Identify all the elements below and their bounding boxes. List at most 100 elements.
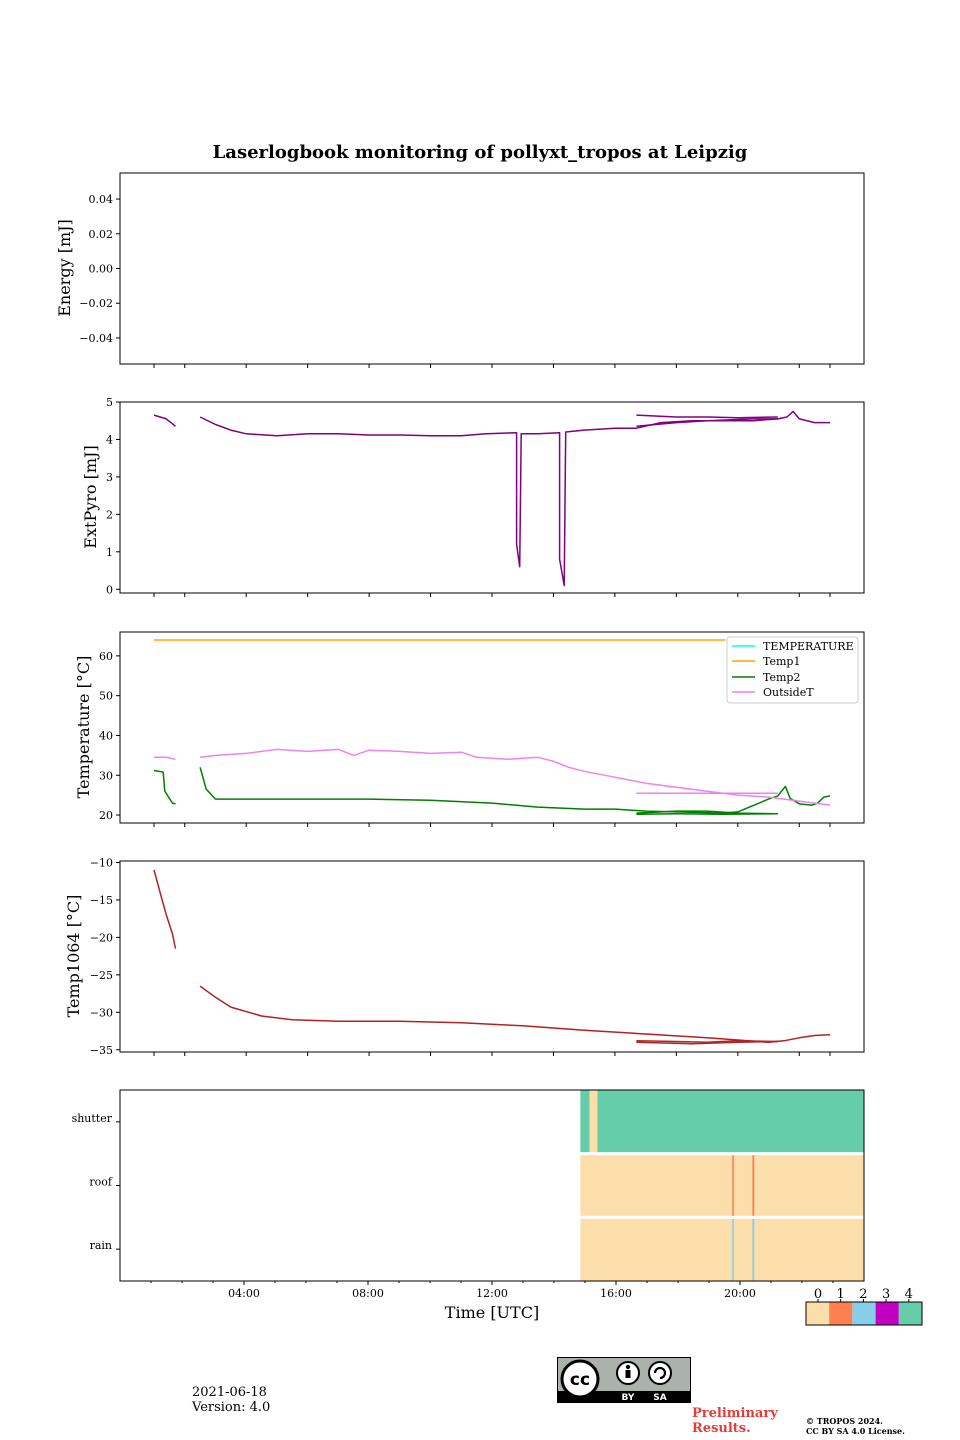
status-row-label: roof	[89, 1176, 113, 1189]
temperature-ylabel: Temperature [°C]	[74, 656, 93, 799]
status-cell-rain	[752, 1217, 755, 1281]
colorbar-swatch	[806, 1302, 830, 1325]
temperature-xticks	[153, 823, 831, 827]
cc-logo-icon: cc BY SA	[558, 1359, 690, 1403]
temp1064-axes-frame	[119, 860, 865, 1053]
status-cells	[580, 1090, 864, 1281]
extpyro-ylabel: ExtPyro [mJ]	[81, 445, 100, 548]
cc-by-text: BY	[622, 1393, 635, 1402]
y-tick-label: 3	[106, 471, 113, 484]
panel-extpyro: 0 1 2 3 4 5 ExtPyro [mJ]	[81, 396, 865, 597]
y-tick-label: 0.02	[89, 228, 114, 241]
status-cell-shutter	[589, 1090, 598, 1154]
series-line-temp1064	[153, 869, 177, 949]
status-yticks: shutter roof rain	[72, 1112, 120, 1252]
status-row-label: rain	[90, 1239, 112, 1252]
legend-label-outsidet: OutsideT	[763, 686, 814, 699]
colorbar-tick-label: 2	[859, 1287, 867, 1302]
extpyro-yticks: 0 1 2 3 4 5	[106, 396, 120, 596]
y-tick-label: −0.04	[79, 332, 113, 345]
copyright-line1: © TROPOS 2024.	[806, 1416, 883, 1426]
series-line-outsidet	[200, 748, 831, 806]
y-tick-label: 0	[106, 583, 113, 596]
footer-date: 2021-06-18	[192, 1385, 267, 1400]
legend-box	[726, 636, 859, 704]
footer-info: 2021-06-18 Version: 4.0	[192, 1385, 270, 1415]
y-tick-label: 20	[99, 809, 113, 822]
panel-temp1064: −35 −30 −25 −20 −15 −10 Temp1064 [°C]	[64, 856, 865, 1057]
colorbar-swatch	[898, 1302, 922, 1325]
colorbar-frame	[805, 1301, 923, 1326]
y-tick-label: 50	[99, 690, 113, 703]
x-tick-label: 20:00	[724, 1287, 756, 1300]
y-tick-label: −25	[90, 969, 113, 982]
status-cell-shutter	[580, 1090, 590, 1154]
cc-sa-text: SA	[653, 1393, 666, 1402]
y-tick-label: 5	[106, 396, 113, 409]
series-line-outsidet	[154, 756, 176, 761]
temp1064-lines	[153, 869, 831, 1045]
series-line-extpyro	[636, 414, 778, 419]
energy-xticks	[153, 364, 831, 368]
preliminary-note: Preliminary Results.	[692, 1406, 778, 1436]
status-row-label: shutter	[72, 1112, 113, 1125]
legend-label-temp1: Temp1	[763, 655, 800, 668]
colorbar-swatch	[875, 1302, 899, 1325]
status-xticks: 04:00 08:00 12:00 16:00 20:00	[150, 1281, 834, 1300]
y-tick-label: 0.04	[89, 193, 114, 206]
colorbar-tick-label: 0	[814, 1287, 822, 1302]
cc-license-badge: cc BY SA	[557, 1357, 691, 1403]
legend-label-temp2: Temp2	[763, 671, 800, 684]
y-tick-label: −20	[90, 931, 113, 944]
series-line-temp1064	[199, 985, 831, 1044]
extpyro-lines	[153, 410, 830, 587]
x-tick-label: 08:00	[352, 1287, 384, 1300]
temp1064-yticks: −35 −30 −25 −20 −15 −10	[90, 856, 120, 1057]
svg-text:cc: cc	[570, 1370, 590, 1390]
panel-status: shutter roof rain 04:00 08:00 12:00 16:00 20:0…	[72, 1089, 865, 1322]
colorbar-tick-label: 4	[905, 1287, 913, 1302]
copyright-line2: CC BY SA 4.0 License.	[806, 1426, 905, 1436]
status-cell-roof	[732, 1153, 734, 1218]
x-tick-label: 16:00	[600, 1287, 632, 1300]
y-tick-label: 30	[99, 769, 113, 782]
energy-ylabel: Energy [mJ]	[55, 219, 74, 317]
panel-temperatures: 20 30 40 50 60 Temperature [°C] TEMPERATURE …	[74, 631, 865, 827]
series-line-extpyro	[153, 414, 176, 427]
series-line-extpyro	[199, 410, 830, 587]
energy-yticks: −0.04 −0.02 0.00 0.02 0.04	[79, 193, 120, 345]
status-cell-roof	[580, 1153, 864, 1218]
y-tick-label: 2	[106, 508, 113, 521]
extpyro-xticks	[153, 593, 831, 597]
y-tick-label: −35	[90, 1044, 113, 1057]
y-tick-label: −0.02	[79, 297, 113, 310]
footer-version: Version: 4.0	[192, 1400, 271, 1415]
chart-title: Laserlogbook monitoring of pollyxt_tropo…	[213, 142, 748, 163]
row-separator	[580, 1215, 864, 1219]
temperature-yticks: 20 30 40 50 60	[99, 650, 120, 822]
status-cell-rain	[580, 1217, 864, 1281]
temp1064-ylabel: Temp1064 [°C]	[64, 895, 83, 1018]
colorbar-swatch	[852, 1302, 876, 1325]
series-line-extpyro	[636, 418, 778, 428]
panel-energy: −0.04 −0.02 0.00 0.02 0.04 Energy [mJ]	[55, 172, 865, 368]
y-tick-label: −30	[90, 1006, 113, 1019]
colorbar-tick-label: 1	[837, 1287, 845, 1302]
series-line-temp1064	[636, 1040, 778, 1044]
y-tick-label: 0.00	[89, 263, 114, 276]
y-tick-label: −10	[90, 856, 113, 869]
status-cell-rain	[732, 1217, 734, 1281]
temp1064-xticks	[153, 1052, 831, 1056]
temperature-lines	[153, 639, 831, 815]
y-tick-label: 40	[99, 729, 113, 742]
y-tick-label: 4	[106, 433, 113, 446]
y-tick-label: 1	[106, 546, 113, 559]
x-axis-label: Time [UTC]	[445, 1303, 539, 1322]
series-line-temp2	[199, 767, 831, 814]
colorbar-swatch	[829, 1302, 853, 1325]
y-tick-label: 60	[99, 650, 113, 663]
energy-axes-frame	[119, 172, 865, 365]
copyright: © TROPOS 2024. CC BY SA 4.0 License.	[806, 1416, 905, 1436]
